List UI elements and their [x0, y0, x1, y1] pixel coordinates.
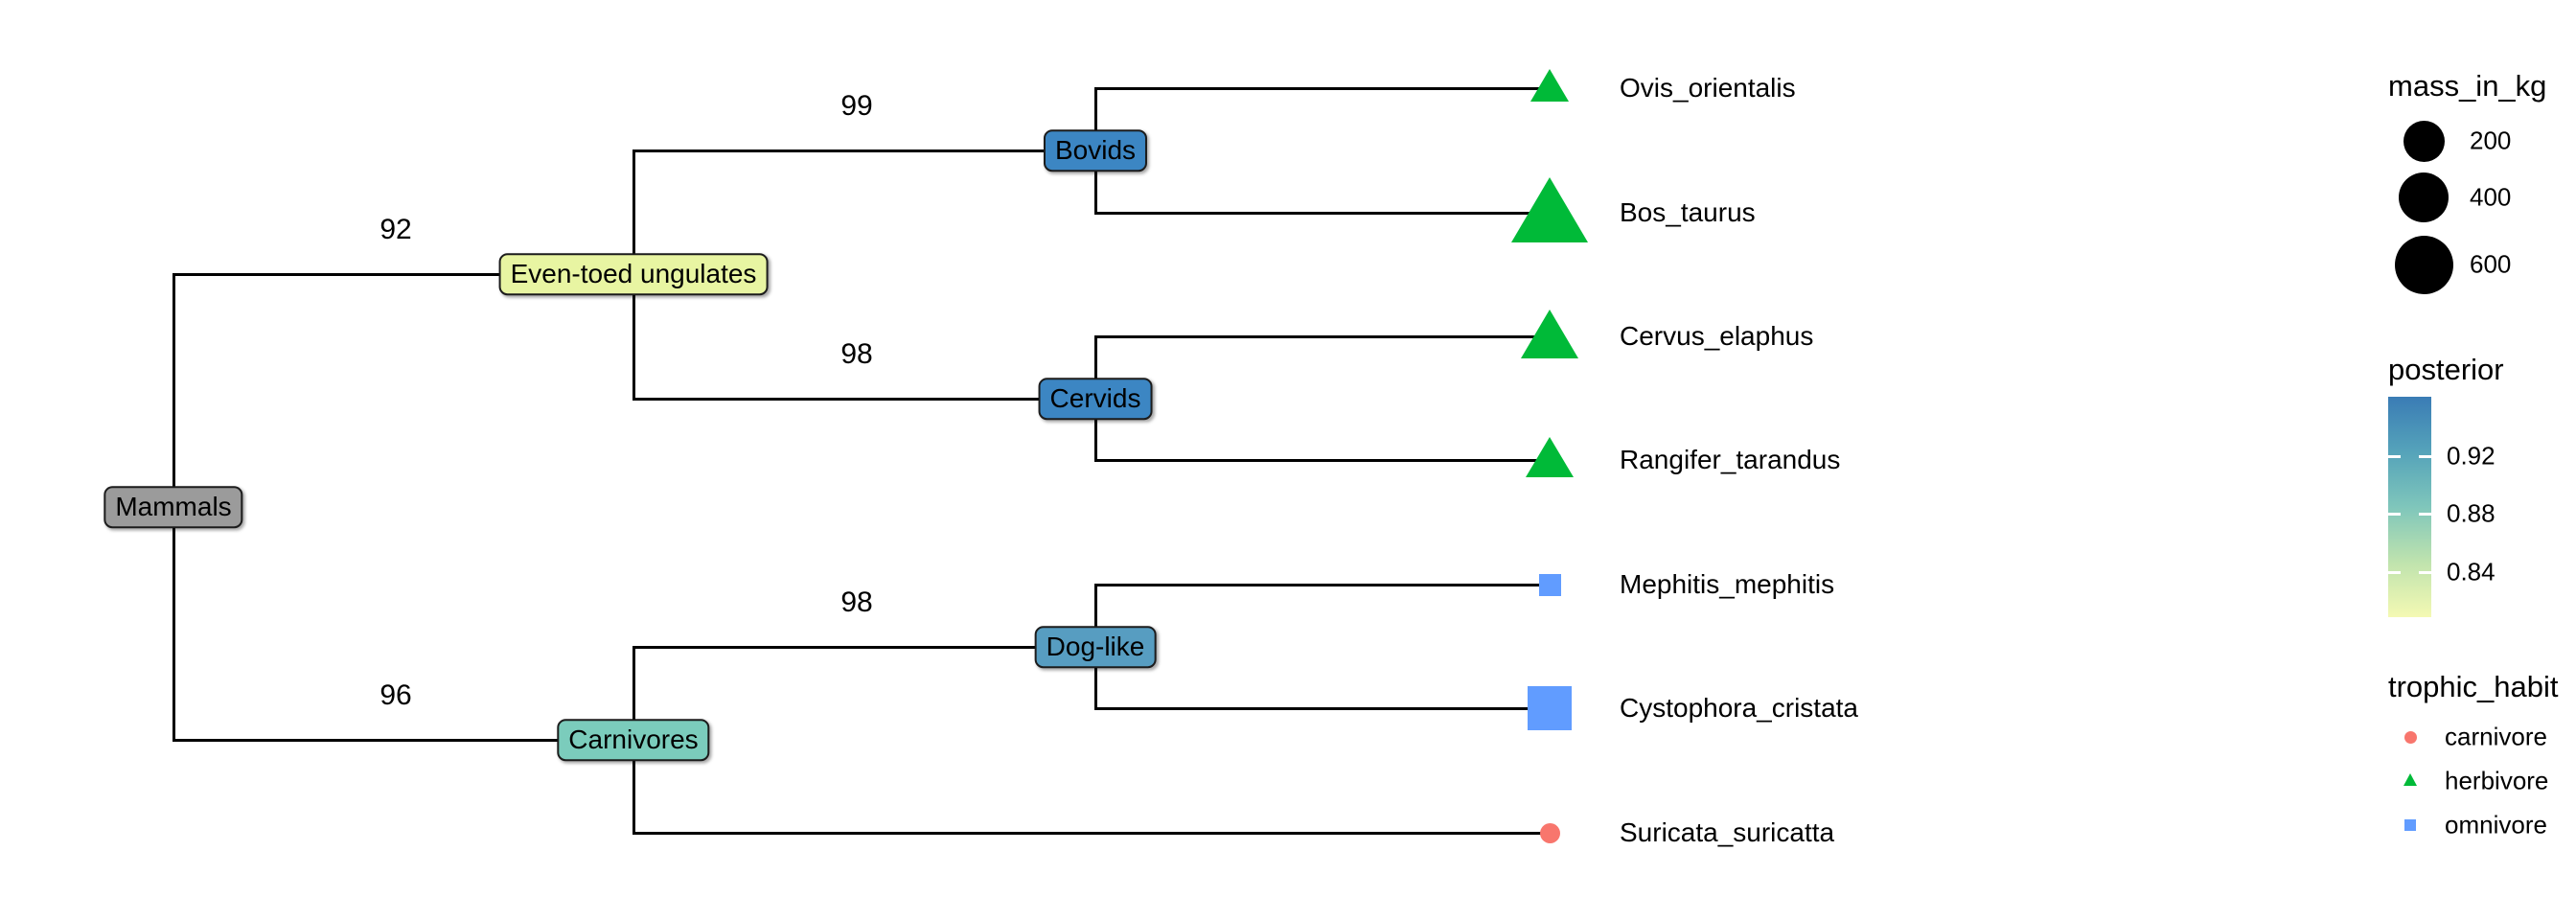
legend-mass-circle-200: [2403, 120, 2445, 162]
tip-symbol-ovis: [1530, 69, 1569, 102]
legend-mass-title: mass_in_kg: [2388, 69, 2547, 103]
legend-mass-circle-400: [2399, 172, 2449, 222]
branch-bovids-horizontal: [633, 149, 1095, 152]
posterior-gradient-bar: [2388, 397, 2431, 617]
legend-posterior-title: posterior: [2388, 353, 2504, 386]
branch-mephitis-horizontal: [1095, 583, 1550, 586]
legend-trophic-symbol-carnivore: [2404, 730, 2417, 744]
branch-cervus-horizontal: [1095, 334, 1550, 338]
branch-ovis-horizontal: [1095, 86, 1550, 90]
legend-trophic-label-omnivore: omnivore: [2445, 810, 2547, 840]
support-value-dog_like: 98: [840, 586, 873, 618]
posterior-tick-mark-left-0.88: [2388, 512, 2401, 516]
branch-cervids-horizontal: [633, 397, 1095, 401]
legend-mass-label-400: 400: [2470, 182, 2512, 212]
legend-trophic-label-herbivore: herbivore: [2445, 766, 2549, 795]
tip-symbol-cystophora: [1528, 686, 1572, 730]
clade-label-carnivores: Carnivores: [557, 719, 710, 761]
tip-label-cystophora: Cystophora_cristata: [1620, 693, 1859, 723]
tip-symbol-rangifer: [1526, 437, 1574, 477]
legend-trophic-symbol-omnivore: [2404, 819, 2416, 831]
legend-trophic-label-carnivore: carnivore: [2445, 722, 2547, 751]
posterior-tick-mark-left-0.92: [2388, 454, 2401, 458]
branch-cystophora-horizontal: [1095, 706, 1550, 710]
clade-label-cervids: Cervids: [1038, 378, 1153, 420]
support-value-carnivores: 96: [380, 679, 412, 711]
branch-carnivores-horizontal: [173, 738, 633, 742]
branch-even_toed-horizontal: [173, 272, 633, 276]
posterior-tick-mark-right-0.92: [2419, 454, 2431, 458]
tip-label-mephitis: Mephitis_mephitis: [1620, 569, 1835, 599]
branch-dog_like-horizontal: [633, 645, 1095, 649]
legend-mass-label-600: 600: [2470, 249, 2512, 279]
posterior-tick-mark-right-0.88: [2419, 512, 2431, 516]
legend-trophic-symbol-herbivore: [2403, 772, 2417, 786]
clade-label-dog_like: Dog-like: [1034, 626, 1157, 668]
posterior-tick-label-0.88: 0.88: [2447, 498, 2496, 528]
posterior-tick-label-0.92: 0.92: [2447, 441, 2496, 471]
branch-bos-horizontal: [1095, 211, 1550, 215]
posterior-tick-mark-left-0.84: [2388, 570, 2401, 574]
posterior-tick-label-0.84: 0.84: [2447, 557, 2496, 586]
tip-label-bos: Bos_taurus: [1620, 197, 1756, 227]
support-value-bovids: 99: [840, 90, 873, 122]
tip-symbol-suricata: [1539, 822, 1560, 843]
legend-mass-label-200: 200: [2470, 126, 2512, 155]
posterior-tick-mark-right-0.84: [2419, 570, 2431, 574]
legend-trophic-title: trophic_habit: [2388, 670, 2559, 703]
tip-label-rangifer: Rangifer_tarandus: [1620, 445, 1841, 474]
clade-label-mammals: Mammals: [104, 486, 243, 528]
clade-label-bovids: Bovids: [1043, 129, 1148, 172]
clade-label-even_toed: Even-toed ungulates: [498, 253, 769, 295]
support-value-cervids: 98: [840, 338, 873, 370]
tip-symbol-mephitis: [1538, 573, 1561, 596]
tip-label-ovis: Ovis_orientalis: [1620, 73, 1796, 103]
tip-symbol-cervus: [1521, 309, 1578, 358]
legend-mass-circle-600: [2394, 235, 2453, 294]
support-value-even_toed: 92: [380, 214, 412, 245]
tip-label-cervus: Cervus_elaphus: [1620, 321, 1814, 351]
branch-suricata-horizontal: [633, 831, 1550, 835]
branch-rangifer-horizontal: [1095, 458, 1550, 462]
tip-symbol-bos: [1511, 177, 1588, 242]
tip-label-suricata: Suricata_suricatta: [1620, 817, 1835, 847]
